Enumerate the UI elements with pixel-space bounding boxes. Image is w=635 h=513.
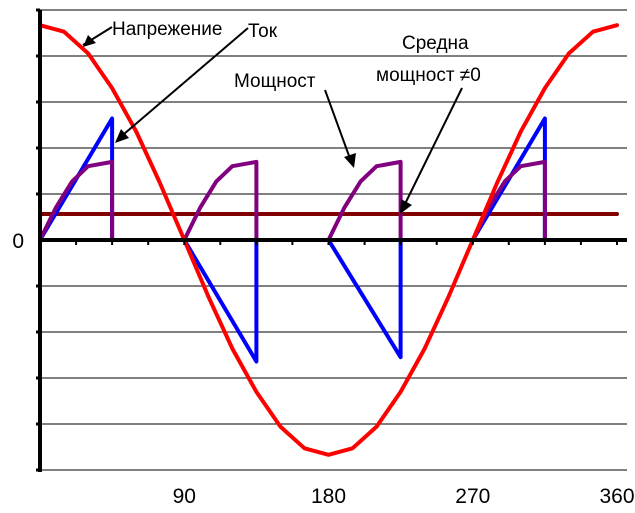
current-arrow-head: [115, 129, 129, 143]
series-line-0: [38, 23, 619, 457]
current-arrow: [116, 27, 249, 141]
x-tick-label: 90: [173, 485, 196, 508]
x-tick-label: 270: [455, 485, 490, 508]
x-tick-label: 360: [599, 485, 634, 508]
series-line-2: [38, 159, 547, 242]
avg-power-label-line1: Средна: [402, 33, 469, 54]
power-label: Мощност: [234, 71, 316, 92]
power-arrow-head: [344, 153, 356, 168]
avg-power-label-line2: мощност ≠0: [376, 65, 481, 86]
voltage-arrow-head: [83, 35, 96, 47]
annotations: Напрежение Ток Мощност Средна мощност ≠0: [82, 19, 481, 214]
ticks: 90 180 270 360 0: [12, 230, 634, 508]
avg-power-arrow: [401, 87, 463, 211]
current-label: Ток: [248, 21, 278, 42]
avg-power-arrow-head: [400, 199, 412, 214]
power-arrow: [324, 89, 353, 165]
y-tick-label: 0: [12, 230, 24, 253]
axes: [38, 10, 627, 472]
voltage-label: Напрежение: [112, 19, 222, 40]
x-tick-label: 180: [311, 485, 346, 508]
gridlines: [36, 8, 627, 472]
